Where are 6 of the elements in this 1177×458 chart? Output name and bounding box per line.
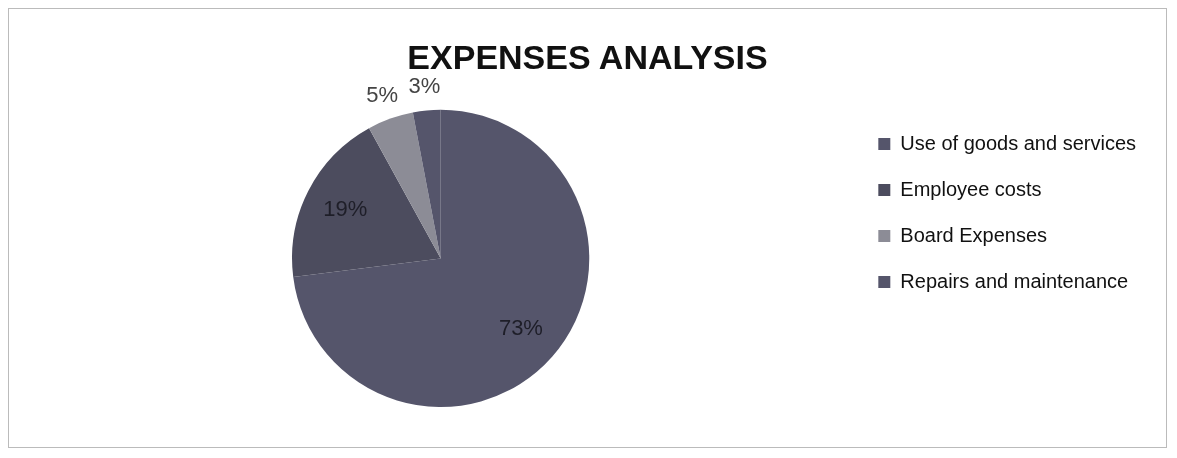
data-label: 5% xyxy=(366,82,399,108)
legend-label: Board Expenses xyxy=(900,223,1048,246)
data-label: 73% xyxy=(498,315,543,341)
legend-label: Repairs and maintenance xyxy=(900,269,1129,292)
legend-label: Employee costs xyxy=(900,177,1042,200)
legend-label: Use of goods and services xyxy=(900,131,1136,154)
